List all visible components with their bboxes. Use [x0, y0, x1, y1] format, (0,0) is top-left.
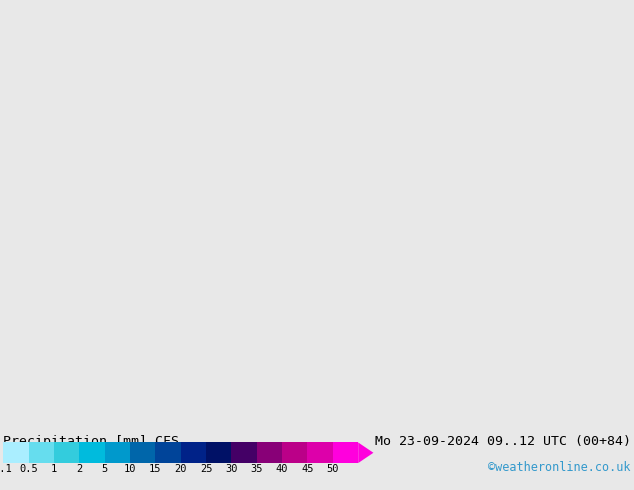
Text: 2: 2	[76, 465, 82, 474]
Text: ©weatheronline.co.uk: ©weatheronline.co.uk	[488, 461, 631, 474]
Bar	[257, 442, 282, 463]
Bar	[29, 442, 54, 463]
Bar	[105, 442, 130, 463]
Text: 35: 35	[250, 465, 263, 474]
Text: 0.1: 0.1	[0, 465, 13, 474]
Text: 0.5: 0.5	[19, 465, 38, 474]
Bar	[333, 442, 358, 463]
Bar	[130, 442, 155, 463]
Text: 15: 15	[149, 465, 162, 474]
Bar	[206, 442, 231, 463]
Bar	[282, 442, 307, 463]
Text: 50: 50	[327, 465, 339, 474]
Text: Precipitation [mm] CFS: Precipitation [mm] CFS	[3, 435, 179, 448]
Text: 1: 1	[51, 465, 57, 474]
Text: 30: 30	[225, 465, 238, 474]
Text: Mo 23-09-2024 09..12 UTC (00+84): Mo 23-09-2024 09..12 UTC (00+84)	[375, 435, 631, 448]
Polygon shape	[358, 442, 373, 463]
Text: 45: 45	[301, 465, 314, 474]
Bar	[181, 442, 206, 463]
Bar	[3, 442, 29, 463]
Bar	[54, 442, 79, 463]
Text: 10: 10	[124, 465, 136, 474]
Text: 40: 40	[276, 465, 288, 474]
Text: 25: 25	[200, 465, 212, 474]
Text: 5: 5	[101, 465, 108, 474]
Text: 20: 20	[174, 465, 187, 474]
Bar	[307, 442, 333, 463]
Bar	[79, 442, 105, 463]
Bar	[155, 442, 181, 463]
Bar	[231, 442, 257, 463]
